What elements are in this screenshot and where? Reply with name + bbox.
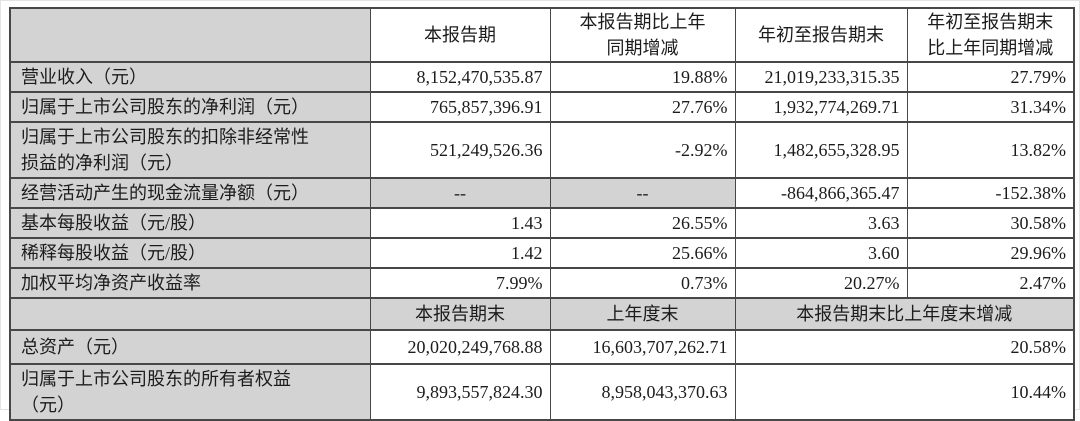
cell-value: 8,958,043,370.63 [549,363,736,421]
cell-value: 25.66% [549,237,736,269]
row-weighted-avg-roe: 加权平均净资产收益率 7.99% 0.73% 20.27% 2.47% [9,267,1075,299]
cell-value: -864,866,365.47 [734,177,908,209]
row-label: 基本每股收益（元/股） [9,207,371,239]
financial-summary-table: 本报告期 本报告期比上年同期增减 年初至报告期末 年初至报告期末比上年同期增减 … [9,7,1075,421]
cell-value: 1,932,774,269.71 [734,91,908,123]
row-label: 归属于上市公司股东的所有者权益 （元） [9,363,371,421]
header-end-of-period: 本报告期末 [369,297,551,331]
cell-value: 1,482,655,328.95 [734,121,908,179]
corner-cell [9,7,371,63]
row-revenue: 营业收入（元） 8,152,470,535.87 19.88% 21,019,2… [9,61,1075,93]
row-net-profit: 归属于上市公司股东的净利润（元） 765,857,396.91 27.76% 1… [9,91,1075,123]
row-label: 归属于上市公司股东的扣除非经常性损益的净利润（元） [9,121,371,179]
row-label-line2: （元） [21,395,75,415]
header-current-period-yoy-change: 本报告期比上年同期增减 [549,7,736,63]
cell-value: 20.58% [734,329,1075,365]
row-label: 稀释每股收益（元/股） [9,237,371,269]
row-label: 总资产（元） [9,329,371,365]
header-current-period: 本报告期 [369,7,551,63]
row-basic-eps: 基本每股收益（元/股） 1.43 26.55% 3.63 30.58% [9,207,1075,239]
corner-cell [9,297,371,331]
cell-value: 9,893,557,824.30 [369,363,551,421]
period-header-row: 本报告期 本报告期比上年同期增减 年初至报告期末 年初至报告期末比上年同期增减 [9,7,1075,63]
cell-value: 521,249,526.36 [369,121,551,179]
cell-value: 26.55% [549,207,736,239]
cell-value: -- [369,177,551,209]
row-total-assets: 总资产（元） 20,020,249,768.88 16,603,707,262.… [9,329,1075,365]
cell-value: 19.88% [549,61,736,93]
cell-value: 7.99% [369,267,551,299]
header-end-of-last-year: 上年度末 [549,297,736,331]
row-shareholders-equity: 归属于上市公司股东的所有者权益 （元） 9,893,557,824.30 8,9… [9,363,1075,421]
row-label: 加权平均净资产收益率 [9,267,371,299]
cell-value: 765,857,396.91 [369,91,551,123]
cell-value: 31.34% [906,91,1075,123]
cell-value: 3.63 [734,207,908,239]
cell-value: 16,603,707,262.71 [549,329,736,365]
row-label-line1: 归属于上市公司股东的所有者权益 [21,369,291,389]
row-label: 归属于上市公司股东的净利润（元） [9,91,371,123]
cell-value: -2.92% [549,121,736,179]
cell-value: 20,020,249,768.88 [369,329,551,365]
cell-value: 20.27% [734,267,908,299]
cell-value: 1.42 [369,237,551,269]
cell-value: 27.79% [906,61,1075,93]
cell-value: 1.43 [369,207,551,239]
cell-value: 21,019,233,315.35 [734,61,908,93]
cell-value: 29.96% [906,237,1075,269]
cell-value: 3.60 [734,237,908,269]
row-label: 营业收入（元） [9,61,371,93]
balance-header-row: 本报告期末 上年度末 本报告期末比上年度末增减 [9,297,1075,331]
row-net-profit-deducted: 归属于上市公司股东的扣除非经常性损益的净利润（元） 521,249,526.36… [9,121,1075,179]
cell-value: 13.82% [906,121,1075,179]
header-end-of-period-change: 本报告期末比上年度末增减 [734,297,1075,331]
cell-value: 30.58% [906,207,1075,239]
header-year-to-date: 年初至报告期末 [734,7,908,63]
row-operating-cash-flow: 经营活动产生的现金流量净额（元） -- -- -864,866,365.47 -… [9,177,1075,209]
cell-value: 10.44% [734,363,1075,421]
cell-value: -- [549,177,736,209]
row-label: 经营活动产生的现金流量净额（元） [9,177,371,209]
cell-value: -152.38% [906,177,1075,209]
cell-value: 0.73% [549,267,736,299]
cell-value: 27.76% [549,91,736,123]
cell-value: 2.47% [906,267,1075,299]
header-year-to-date-yoy-change: 年初至报告期末比上年同期增减 [906,7,1075,63]
cell-value: 8,152,470,535.87 [369,61,551,93]
row-diluted-eps: 稀释每股收益（元/股） 1.42 25.66% 3.60 29.96% [9,237,1075,269]
